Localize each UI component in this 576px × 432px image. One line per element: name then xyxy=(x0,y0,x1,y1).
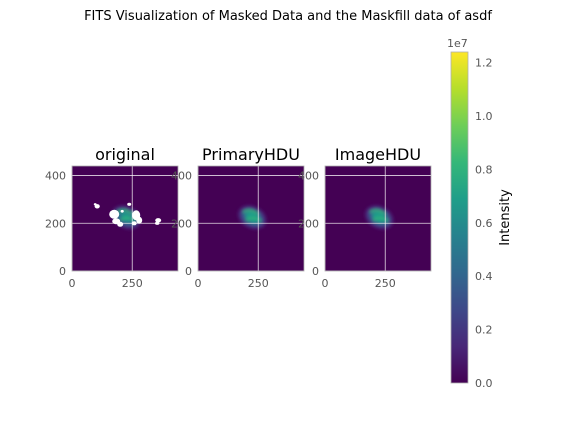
x-tick-label: 250 xyxy=(248,277,269,290)
panel-title: original xyxy=(95,145,155,164)
panel-title: PrimaryHDU xyxy=(202,145,300,164)
x-tick-label: 250 xyxy=(375,277,396,290)
y-tick-label: 400 xyxy=(45,170,66,183)
panel-title: ImageHDU xyxy=(335,145,421,164)
panel-primaryhdu: PrimaryHDU 0 250 0 200 400 xyxy=(171,145,304,290)
panel-imagehdu: ImageHDU 0 250 0 200 400 xyxy=(298,145,431,290)
colorbar-offset-text: 1e7 xyxy=(447,37,468,50)
colorbar-tick-label: 1.0 xyxy=(475,110,493,123)
y-tick-label: 0 xyxy=(312,265,319,278)
colorbar-label: Intensity xyxy=(498,189,513,246)
y-tick-label: 400 xyxy=(171,170,192,183)
x-tick-label: 0 xyxy=(69,277,76,290)
x-tick-label: 0 xyxy=(322,277,329,290)
colorbar-tick-label: 1.2 xyxy=(475,57,493,70)
y-tick-label: 200 xyxy=(45,217,66,230)
colorbar-tick-label: 0.8 xyxy=(475,163,493,176)
colorbar-tick-label: 0.0 xyxy=(475,377,493,390)
colorbar: 0.0 0.2 0.4 0.6 0.8 1.0 1.2 1e7 Intensity xyxy=(447,37,513,390)
y-tick-label: 400 xyxy=(298,170,319,183)
colorbar-tick-label: 0.6 xyxy=(475,217,493,230)
y-tick-label: 0 xyxy=(59,265,66,278)
y-tick-label: 200 xyxy=(171,217,192,230)
y-tick-label: 200 xyxy=(298,217,319,230)
figure-title: FITS Visualization of Masked Data and th… xyxy=(84,9,492,24)
x-tick-label: 250 xyxy=(122,277,143,290)
panels: original 0 250 0 200 400 PrimaryHDU 0 250 0 200 400… xyxy=(45,145,431,290)
colorbar-tick-label: 0.2 xyxy=(475,324,493,337)
y-tick-label: 0 xyxy=(185,265,192,278)
colorbar-gradient xyxy=(451,52,468,383)
colorbar-tick-label: 0.4 xyxy=(475,270,493,283)
panel-original: original 0 250 0 200 400 xyxy=(45,145,178,290)
x-tick-label: 0 xyxy=(195,277,202,290)
